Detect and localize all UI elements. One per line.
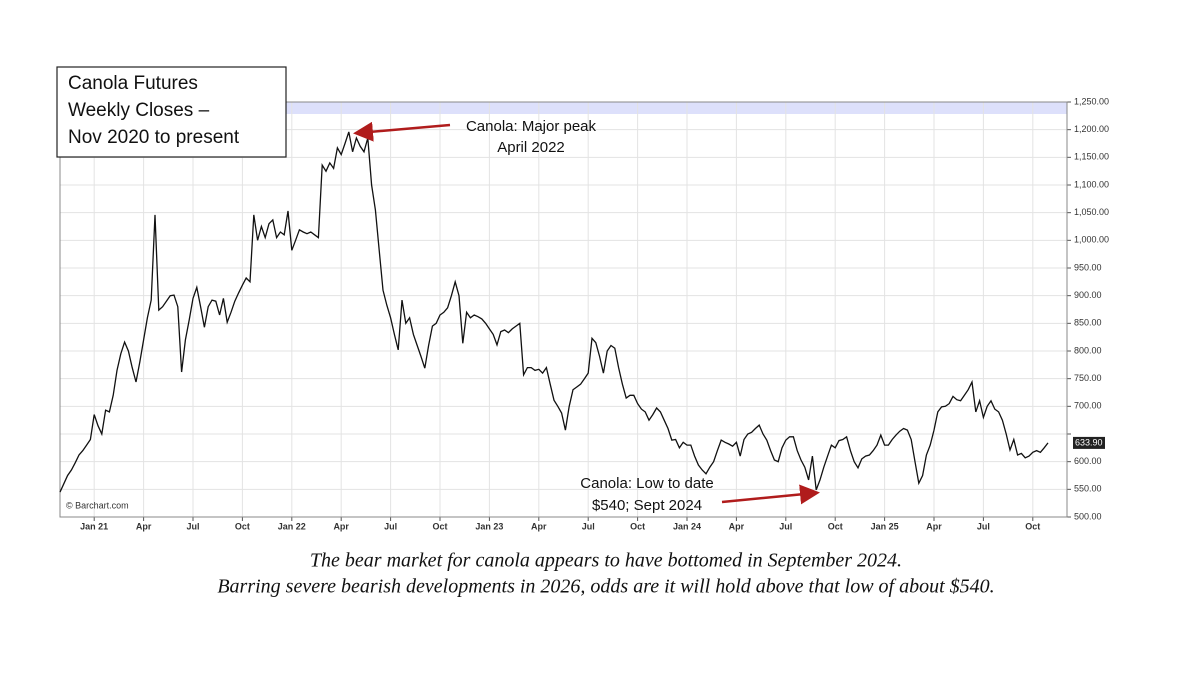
y-tick-label: 1,000.00 <box>1074 235 1109 245</box>
arrow <box>353 121 451 142</box>
arrow <box>721 484 820 505</box>
top-band <box>60 102 1067 114</box>
y-tick-label: 750.00 <box>1074 373 1102 383</box>
x-tick-label: Oct <box>432 521 447 531</box>
y-tick-label: 1,250.00 <box>1074 96 1109 106</box>
y-tick-label: 1,200.00 <box>1074 124 1109 134</box>
y-tick-label: 850.00 <box>1074 318 1102 328</box>
y-tick-label: 1,100.00 <box>1074 179 1109 189</box>
x-tick-label: Jul <box>186 521 199 531</box>
x-tick-label: Jul <box>977 521 990 531</box>
y-tick-label: 1,050.00 <box>1074 207 1109 217</box>
x-tick-label: Oct <box>630 521 645 531</box>
last-price-label: 633.90 <box>1075 437 1103 447</box>
x-tick-label: Jan 22 <box>278 521 306 531</box>
title-line: Canola Futures <box>68 73 198 94</box>
annotation: Canola: Major peak <box>466 118 597 135</box>
y-tick-label: 950.00 <box>1074 262 1102 272</box>
y-tick-label: 500.00 <box>1074 511 1102 521</box>
x-tick-label: Jan 21 <box>80 521 108 531</box>
caption: The bear market for canola appears to ha… <box>310 550 902 572</box>
plot-border <box>59 101 1068 518</box>
title-box <box>56 66 287 158</box>
x-tick-label: Apr <box>531 521 547 531</box>
plot-area: 500.00 550.00 600.00 700.00 750.00 800.00 850.… <box>59 96 1109 531</box>
last-price-box <box>1073 436 1105 449</box>
y-tick-label: 900.00 <box>1074 290 1102 300</box>
x-tick-label: Oct <box>1025 521 1040 531</box>
x-tick-label: Jul <box>779 521 792 531</box>
annotation: April 2022 <box>497 139 565 156</box>
x-tick-label: Jan 24 <box>673 521 701 531</box>
y-tick-label: 700.00 <box>1074 401 1102 411</box>
y-tick-label: 800.00 <box>1074 345 1102 355</box>
x-tick-label: Jul <box>384 521 397 531</box>
x-tick-label: Apr <box>333 521 349 531</box>
annotation: Canola: Low to date <box>580 475 713 492</box>
plot-background <box>60 102 1067 517</box>
y-tick-label: 1,150.00 <box>1074 152 1109 162</box>
y-tick-label: 600.00 <box>1074 456 1102 466</box>
price-line <box>59 131 1049 493</box>
x-tick-label: Apr <box>136 521 152 531</box>
x-tick-label: Apr <box>729 521 745 531</box>
x-tick-label: Jul <box>582 521 595 531</box>
title-line: Nov 2020 to present <box>68 127 240 148</box>
x-tick-label: Oct <box>235 521 250 531</box>
x-tick-label: Jan 23 <box>475 521 503 531</box>
source: © Barchart.com <box>66 500 129 510</box>
title-line: Weekly Closes – <box>68 100 210 121</box>
x-tick-label: Apr <box>926 521 942 531</box>
x-tick-label: Oct <box>828 521 843 531</box>
annotation: $540; Sept 2024 <box>592 497 702 514</box>
y-tick-label: 550.00 <box>1074 484 1102 494</box>
caption: Barring severe bearish developments in 2… <box>217 576 994 598</box>
x-tick-label: Jan 25 <box>871 521 899 531</box>
